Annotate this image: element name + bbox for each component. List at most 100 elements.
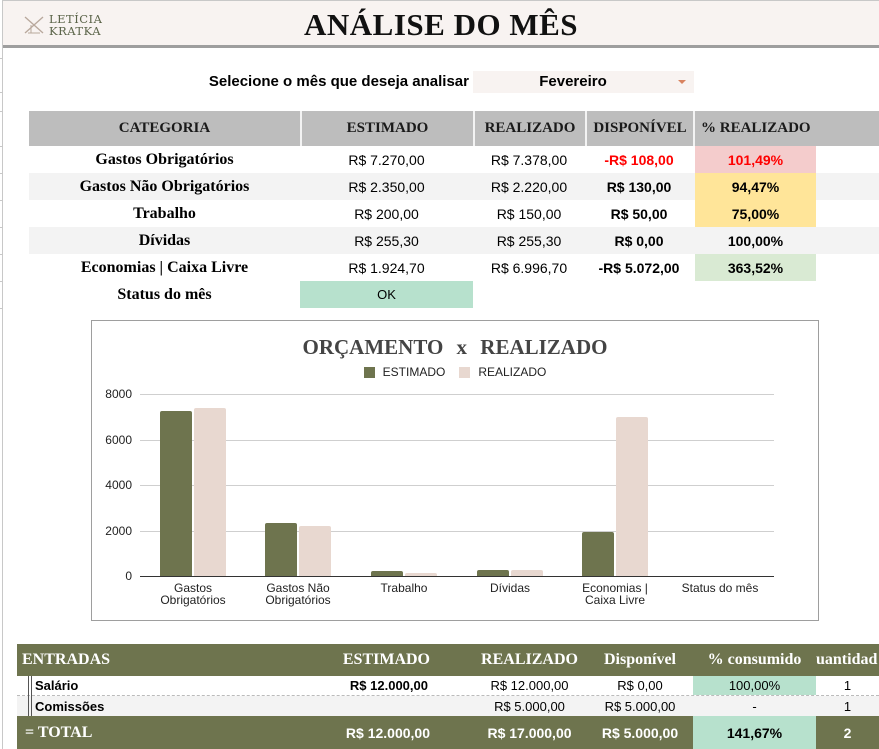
y-tick-label: 4000 [105,478,132,492]
month-dropdown[interactable]: Fevereiro [473,71,694,93]
row-divider [0,281,3,282]
chevron-down-icon[interactable] [678,80,686,84]
income-table: ENTRADAS ESTIMADO REALIZADO Disponível %… [17,644,879,749]
x-tick-label: Dívidas [490,582,530,594]
income-disponivel: R$ 0,00 [617,678,663,693]
gridline [140,394,774,395]
total-label: = TOTAL [25,723,93,741]
bar-estimado[interactable] [371,571,403,576]
legend-swatch-icon [363,366,375,378]
x-tick-line: Obrigatórios [265,593,331,607]
bar-realizado[interactable] [511,570,543,576]
income-realizado: R$ 5.000,00 [494,698,565,714]
row-disponivel: -R$ 5.072,00 [598,259,680,276]
x-tick-label: Gastos Não Obrigatórios [265,582,330,606]
row-gutter [0,0,3,749]
row-categoria: Economias | Caixa Livre [80,258,249,276]
row-divider [0,146,3,147]
row-realizado: R$ 150,00 [496,205,562,222]
row-realizado: R$ 7.378,00 [490,151,568,168]
income-name: Comissões [35,698,105,714]
header-banner: LETÍCIA KRATKA ANÁLISE DO MÊS [3,0,879,48]
header-disponivel: DISPONÍVEL [585,111,693,146]
x-tick-line: Obrigatórios [160,593,226,607]
y-tick-label: 6000 [105,432,132,447]
x-axis-line [140,576,774,577]
bar-realizado[interactable] [299,525,331,576]
y-tick-label: 8000 [105,387,132,401]
income-realizado: R$ 12.000,00 [490,678,569,693]
header-estimado: ESTIMADO [300,111,473,146]
row-estimado: R$ 7.270,00 [348,151,425,168]
total-qtd: 2 [843,724,852,741]
bar-realizado[interactable] [616,416,648,576]
month-selector-row: Selecione o mês que deseja analisar Feve… [0,71,879,93]
status-row: Status do mês OK [29,281,879,308]
x-tick-line: Caixa Livre [584,593,646,607]
table-row: Dívidas R$ 255,30 R$ 255,30 R$ 0,00 100,… [29,227,879,254]
row-estimado: R$ 2.350,00 [348,178,425,195]
header-entradas: ENTRADAS [22,651,111,668]
total-disponivel: R$ 5.000,00 [601,724,679,741]
table-header-row: CATEGORIA ESTIMADO REALIZADO DISPONÍVEL … [29,111,879,146]
chart-plot-area: 8000 6000 4000 2000 0 Gastos Obrigatórios… [105,387,774,606]
bar-estimado[interactable] [160,410,192,576]
income-total-row: = TOTAL R$ 12.000,00 R$ 17.000,00 R$ 5.0… [17,716,879,749]
bar-realizado[interactable] [405,572,437,576]
income-qtd: 1 [843,678,852,693]
row-realizado: R$ 2.220,00 [490,178,568,195]
table-row: Gastos Obrigatórios R$ 7.270,00 R$ 7.378… [29,146,879,173]
income-pct: 100,00% [693,676,816,695]
row-pct: 363,52% [695,254,816,281]
bar-estimado[interactable] [477,570,509,576]
x-tick-label: Economias | Caixa Livre [582,582,648,606]
row-estimado: R$ 200,00 [354,205,419,222]
brand-logo: LETÍCIA KRATKA [23,13,102,37]
table-row: Trabalho R$ 200,00 R$ 150,00 R$ 50,00 75… [29,200,879,227]
budget-vs-actual-chart[interactable]: ORÇAMENTO x REALIZADO ESTIMADO REALIZADO… [91,320,819,621]
month-dropdown-value: Fevereiro [539,73,607,90]
table-row: Economias | Caixa Livre R$ 1.924,70 R$ 6… [29,254,879,281]
row-pct: 101,49% [695,146,816,173]
income-row: Comissões R$ 5.000,00 R$ 5.000,00 - 1 [17,696,879,716]
page-title: ANÁLISE DO MÊS [304,7,578,42]
header-quantidade: uantidad [816,651,878,668]
chart-legend: ESTIMADO REALIZADO [92,365,818,379]
bar-estimado[interactable] [265,522,297,576]
status-label: Status do mês [117,285,212,303]
row-divider [0,227,3,228]
row-categoria: Gastos Não Obrigatórios [79,177,250,195]
hourglass-logo-icon [24,16,44,34]
bar-realizado[interactable] [194,408,226,576]
legend-item-realizado[interactable]: REALIZADO [459,365,546,379]
income-name: Salário [35,678,79,693]
row-estimado: R$ 255,30 [354,232,419,249]
row-disponivel: R$ 50,00 [610,205,668,222]
row-divider [0,200,3,201]
income-row: Salário R$ 12.000,00 R$ 12.000,00 R$ 0,0… [17,676,879,696]
header-realizado: REALIZADO [473,111,585,146]
row-pct: 94,47% [695,173,816,200]
legend-item-estimado[interactable]: ESTIMADO [363,365,446,379]
bar-estimado[interactable] [582,532,614,576]
header-pct-realizado: % REALIZADO [693,111,879,146]
row-pct: 100,00% [727,232,784,249]
logo-line-2: KRATKA [49,24,102,38]
x-tick-line: Status do mês [681,581,759,595]
row-disponivel: R$ 130,00 [606,178,672,195]
legend-label: REALIZADO [478,365,547,379]
income-estimado [272,696,428,716]
income-estimado: R$ 12.000,00 [349,678,428,693]
row-categoria: Gastos Obrigatórios [95,150,234,168]
row-disponivel: -R$ 108,00 [604,151,674,168]
logo-line-1: LETÍCIA [49,12,103,26]
row-divider [0,111,3,112]
income-header-row: ENTRADAS ESTIMADO REALIZADO Disponível %… [17,644,879,676]
y-tick-label: 2000 [105,523,132,538]
row-pct: 75,00% [695,200,816,227]
row-group-bracket[interactable] [28,676,32,716]
chart-title: ORÇAMENTO x REALIZADO [302,335,608,359]
legend-label: ESTIMADO [382,365,446,379]
status-badge: OK [300,281,473,308]
row-realizado: R$ 255,30 [496,232,562,249]
